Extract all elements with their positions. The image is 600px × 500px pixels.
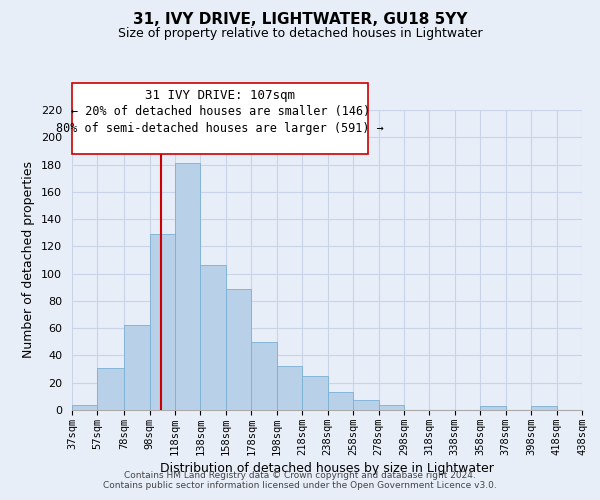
Bar — [124, 326, 149, 410]
Bar — [226, 288, 251, 410]
Bar — [251, 342, 277, 410]
Text: Size of property relative to detached houses in Lightwater: Size of property relative to detached ho… — [118, 28, 482, 40]
Bar — [302, 376, 328, 410]
Bar — [149, 234, 175, 410]
Bar — [531, 406, 557, 410]
Bar — [175, 163, 200, 410]
Bar — [480, 406, 506, 410]
Bar — [97, 368, 124, 410]
Bar — [328, 392, 353, 410]
Text: ← 20% of detached houses are smaller (146): ← 20% of detached houses are smaller (14… — [71, 105, 370, 118]
Y-axis label: Number of detached properties: Number of detached properties — [22, 162, 35, 358]
Text: 31 IVY DRIVE: 107sqm: 31 IVY DRIVE: 107sqm — [145, 88, 295, 102]
X-axis label: Distribution of detached houses by size in Lightwater: Distribution of detached houses by size … — [160, 462, 494, 475]
Bar — [353, 400, 379, 410]
Bar — [379, 404, 404, 410]
Bar — [277, 366, 302, 410]
Text: 80% of semi-detached houses are larger (591) →: 80% of semi-detached houses are larger (… — [56, 122, 384, 134]
Bar — [200, 266, 226, 410]
Bar — [72, 404, 97, 410]
Text: Contains HM Land Registry data © Crown copyright and database right 2024.
Contai: Contains HM Land Registry data © Crown c… — [103, 470, 497, 490]
Text: 31, IVY DRIVE, LIGHTWATER, GU18 5YY: 31, IVY DRIVE, LIGHTWATER, GU18 5YY — [133, 12, 467, 28]
